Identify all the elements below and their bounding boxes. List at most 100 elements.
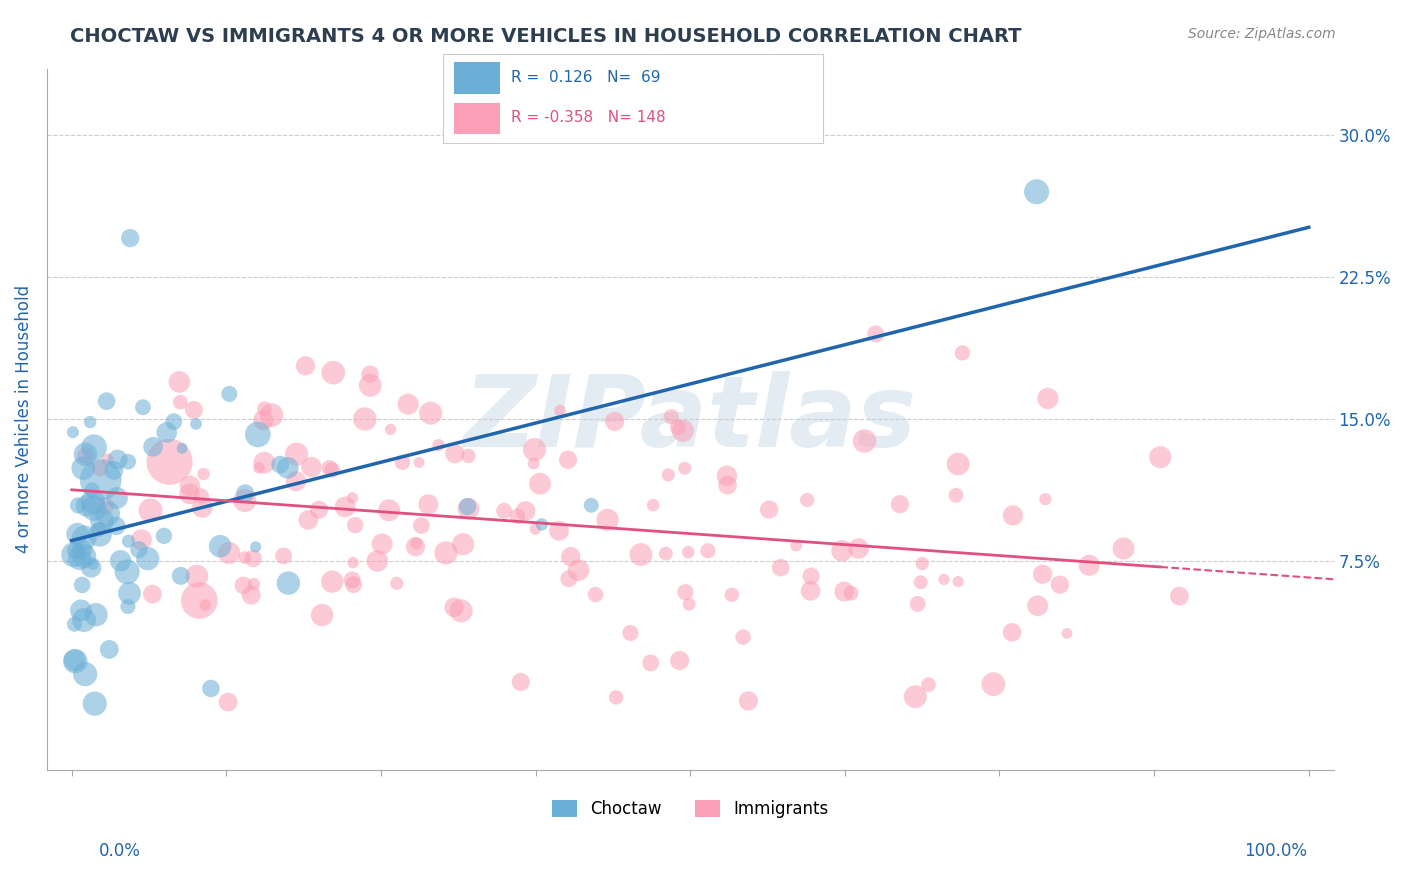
Point xyxy=(678,597,700,611)
Point xyxy=(269,458,291,472)
Point xyxy=(333,500,356,514)
Point xyxy=(1112,541,1135,556)
Point xyxy=(506,509,529,524)
Point xyxy=(233,493,256,508)
Point xyxy=(321,574,343,589)
Point xyxy=(139,503,162,517)
Y-axis label: 4 or more Vehicles in Household: 4 or more Vehicles in Household xyxy=(15,285,32,553)
Point xyxy=(799,583,821,598)
Point xyxy=(233,550,256,565)
Point xyxy=(444,447,467,461)
Point xyxy=(418,497,440,511)
Point xyxy=(118,586,141,600)
Point xyxy=(603,414,626,428)
Point xyxy=(80,483,103,497)
Point xyxy=(839,586,862,600)
Point xyxy=(585,588,607,602)
Point xyxy=(457,500,479,514)
Point xyxy=(117,455,139,469)
Point xyxy=(301,460,323,475)
Point xyxy=(117,534,139,549)
Point xyxy=(605,690,627,705)
Point xyxy=(277,576,299,591)
Point xyxy=(70,603,93,617)
Point xyxy=(188,593,211,607)
Point xyxy=(172,442,194,456)
Point xyxy=(273,549,295,563)
Point xyxy=(716,468,738,483)
Point xyxy=(65,654,87,668)
Point xyxy=(457,501,479,516)
Point xyxy=(1036,392,1059,406)
Point xyxy=(184,417,207,431)
Point xyxy=(1001,625,1024,640)
Point xyxy=(83,501,105,516)
Point xyxy=(796,493,818,508)
Point xyxy=(342,577,364,591)
Point xyxy=(523,457,546,471)
Point xyxy=(643,498,665,512)
Point xyxy=(450,604,472,618)
Point xyxy=(1026,599,1049,613)
Point xyxy=(73,613,96,627)
Point xyxy=(696,543,718,558)
Point xyxy=(96,394,118,409)
Point xyxy=(558,572,581,586)
Point xyxy=(75,667,97,681)
Point xyxy=(73,549,96,563)
Point xyxy=(120,231,142,245)
Point xyxy=(132,401,155,415)
Point xyxy=(191,500,214,515)
Point xyxy=(785,539,807,553)
Point xyxy=(82,558,104,572)
Point xyxy=(1056,626,1078,640)
Point xyxy=(1032,567,1054,582)
Point xyxy=(232,578,254,592)
Point xyxy=(419,406,441,420)
Point xyxy=(141,587,163,601)
Point xyxy=(848,541,870,556)
Text: CHOCTAW VS IMMIGRANTS 4 OR MORE VEHICLES IN HOUSEHOLD CORRELATION CHART: CHOCTAW VS IMMIGRANTS 4 OR MORE VEHICLES… xyxy=(70,27,1022,45)
Point xyxy=(359,368,381,382)
Point xyxy=(63,653,86,667)
Point xyxy=(655,547,678,561)
Point xyxy=(353,412,375,426)
Point xyxy=(105,519,128,533)
Point xyxy=(408,456,430,470)
Point xyxy=(318,461,340,475)
Point xyxy=(107,452,129,467)
Point xyxy=(170,569,193,583)
Point xyxy=(311,608,333,623)
Point xyxy=(560,549,582,564)
Point xyxy=(548,524,571,538)
Point xyxy=(89,527,111,541)
Point xyxy=(427,438,450,452)
Text: R =  0.126   N=  69: R = 0.126 N= 69 xyxy=(512,70,661,85)
Point xyxy=(94,499,117,513)
Point xyxy=(673,585,696,599)
Point xyxy=(66,499,89,513)
Point xyxy=(117,599,139,614)
Point xyxy=(737,694,759,708)
Point xyxy=(596,513,619,527)
Point xyxy=(515,504,537,518)
Point xyxy=(70,578,93,592)
Point xyxy=(159,455,181,469)
Point xyxy=(678,545,700,559)
Point xyxy=(911,557,934,571)
Point xyxy=(233,486,256,500)
Point xyxy=(169,395,191,409)
Point xyxy=(380,422,402,436)
Point xyxy=(89,461,111,475)
Point xyxy=(65,543,87,558)
Point xyxy=(194,598,217,612)
Point xyxy=(242,551,264,566)
Point xyxy=(657,467,679,482)
Point xyxy=(190,489,212,503)
Text: Source: ZipAtlas.com: Source: ZipAtlas.com xyxy=(1188,27,1336,41)
Point xyxy=(910,575,932,590)
Point xyxy=(853,434,876,448)
Point xyxy=(524,522,547,536)
Point xyxy=(103,463,125,477)
Text: R = -0.358   N= 148: R = -0.358 N= 148 xyxy=(512,111,666,125)
